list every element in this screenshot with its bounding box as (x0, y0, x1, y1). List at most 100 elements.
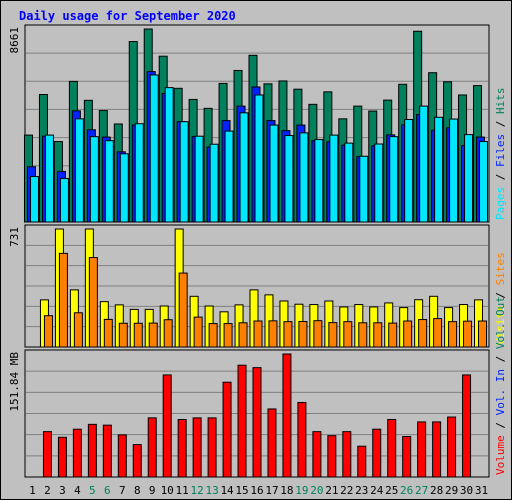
bar-sites (238, 322, 248, 348)
x-tick-label: 26 (400, 484, 413, 497)
x-tick-label: 7 (119, 484, 126, 497)
bar-pages (29, 176, 39, 223)
bar-pages (344, 142, 354, 223)
bar-pages (419, 105, 429, 223)
bar-pages (59, 178, 69, 223)
bar-pages (74, 118, 84, 223)
x-tick-label: 8 (134, 484, 141, 497)
x-tick-label: 14 (220, 484, 234, 497)
bar-pages (149, 74, 159, 223)
bar-pages (104, 140, 114, 223)
legend-entry: / (494, 114, 507, 134)
bar-sites (463, 320, 473, 348)
bar-sites (313, 320, 323, 348)
bar-volume (417, 421, 427, 478)
bar-volume (42, 431, 52, 478)
bar-pages (239, 112, 249, 223)
bar-sites (208, 323, 218, 348)
bar-pages (314, 139, 324, 223)
bar-sites (193, 316, 203, 348)
bar-volume (372, 428, 382, 478)
bar-pages (224, 130, 234, 223)
bar-sites (478, 320, 488, 348)
x-tick-label: 6 (104, 484, 111, 497)
x-tick-label: 28 (430, 484, 443, 497)
legend-entry: Vol. In (494, 369, 507, 415)
bar-pages (284, 135, 294, 223)
bar-volume (192, 417, 202, 478)
bar-sites (448, 321, 458, 348)
bar-volume (237, 364, 247, 478)
bar-sites (223, 323, 233, 348)
x-tick-label: 2 (44, 484, 51, 497)
bar-volume (297, 401, 307, 478)
bar-volume (117, 434, 127, 478)
legend-top: Pages / Files / Hits (494, 88, 507, 221)
max-label-bottom: 151.84 MB (8, 352, 21, 412)
x-tick-label: 3 (59, 484, 66, 497)
bar-volume (282, 353, 292, 478)
bar-sites (163, 319, 173, 348)
x-tick-label: 24 (370, 484, 384, 497)
legend-entry: / (494, 167, 507, 187)
x-tick-label: 9 (149, 484, 156, 497)
x-tick-label: 13 (205, 484, 218, 497)
bar-sites (88, 257, 98, 348)
bar-sites (178, 272, 188, 348)
bar-pages (269, 124, 279, 223)
x-tick-label: 15 (235, 484, 248, 497)
x-tick-label: 31 (475, 484, 488, 497)
bar-volume (207, 417, 217, 478)
bar-pages (119, 153, 129, 223)
x-tick-label: 25 (385, 484, 398, 497)
bar-sites (148, 322, 158, 348)
bar-sites (73, 312, 83, 348)
x-tick-label: 22 (340, 484, 353, 497)
legend-entry: Sites (494, 252, 507, 285)
bar-volume (312, 431, 322, 478)
legend-entry: Visits (494, 305, 507, 345)
bar-sites (103, 318, 113, 348)
bar-pages (89, 136, 99, 223)
bar-pages (449, 118, 459, 223)
bar-pages (434, 116, 444, 223)
bar-volume (87, 423, 97, 478)
legend-bottom: Volume / Vol. In / Vol. Out (494, 296, 507, 475)
legend-entry: Files (494, 134, 507, 167)
bar-sites (388, 322, 398, 348)
bar-sites (418, 319, 428, 348)
bar-sites (253, 320, 263, 348)
x-tick-label: 29 (445, 484, 458, 497)
legend-middle: Visits / Sites (494, 252, 507, 345)
legend-entry: Hits (494, 88, 507, 115)
bar-volume (387, 418, 397, 478)
bar-volume (162, 374, 172, 478)
bar-pages (134, 123, 144, 223)
bar-volume (147, 417, 157, 478)
bar-pages (464, 134, 474, 223)
legend-entry: Pages (494, 187, 507, 220)
bar-pages (299, 132, 309, 223)
bar-volume (222, 381, 232, 478)
bar-volume (177, 418, 187, 478)
bar-pages (329, 134, 339, 223)
bar-pages (479, 141, 489, 223)
bar-volume (57, 436, 67, 478)
bar-volume (432, 421, 442, 478)
x-tick-label: 23 (355, 484, 368, 497)
x-tick-label: 5 (89, 484, 96, 497)
bar-sites (298, 320, 308, 348)
bar-volume (132, 444, 142, 478)
legend-entry: / (494, 285, 507, 305)
x-tick-label: 12 (191, 484, 204, 497)
legend-entry: / (494, 415, 507, 435)
bar-pages (194, 135, 204, 223)
bar-sites (328, 322, 338, 348)
bar-sites (268, 320, 278, 348)
bar-pages (179, 121, 189, 223)
bar-pages (374, 143, 384, 223)
bar-pages (389, 136, 399, 223)
bar-sites (43, 315, 53, 348)
bar-sites (373, 322, 383, 348)
bar-volume (447, 416, 457, 478)
